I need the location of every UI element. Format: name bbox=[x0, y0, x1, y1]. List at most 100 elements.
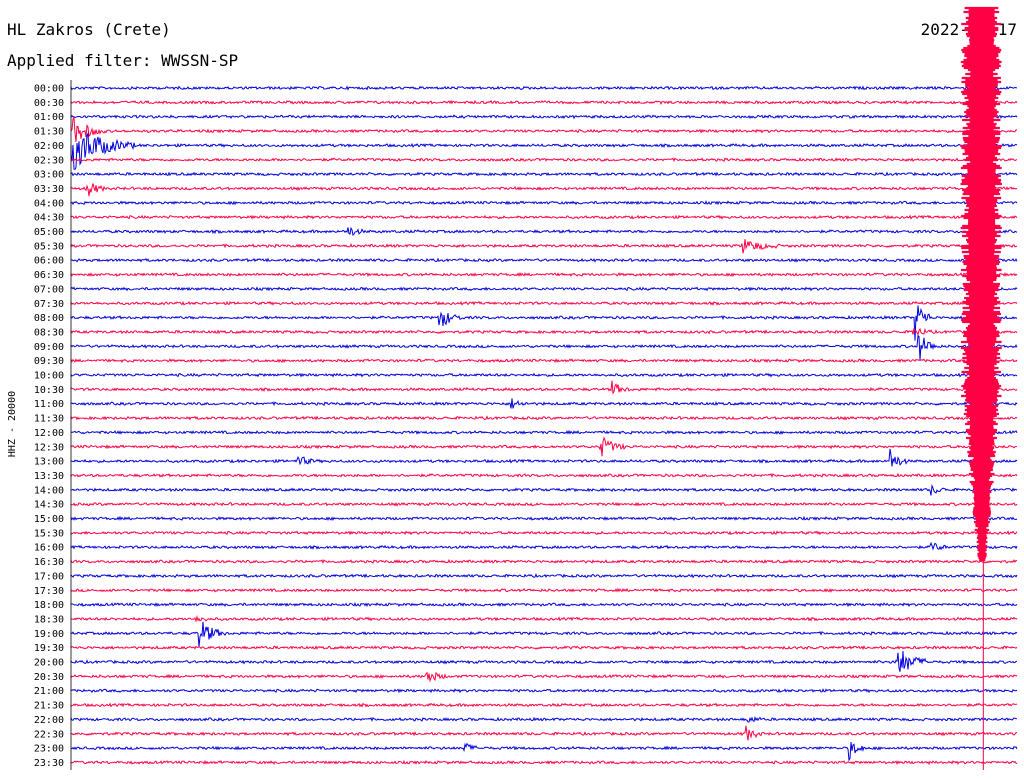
time-label: 22:00 bbox=[34, 715, 64, 726]
trace-row bbox=[70, 132, 1018, 170]
time-label: 09:30 bbox=[34, 356, 64, 367]
trace-row bbox=[70, 380, 1018, 395]
time-label: 18:00 bbox=[34, 600, 64, 611]
trace-row bbox=[70, 257, 1018, 263]
time-label: 15:30 bbox=[34, 528, 64, 539]
time-label: 20:00 bbox=[34, 658, 64, 669]
time-label: 09:00 bbox=[34, 342, 64, 353]
trace-row bbox=[70, 448, 1018, 467]
time-label: 05:00 bbox=[34, 227, 64, 238]
time-label: 20:30 bbox=[34, 672, 64, 683]
trace-row bbox=[70, 99, 1018, 105]
trace-row bbox=[70, 358, 1018, 364]
time-label: 03:30 bbox=[34, 184, 64, 195]
trace-row bbox=[70, 114, 1018, 120]
time-label: 19:30 bbox=[34, 643, 64, 654]
trace-row bbox=[70, 645, 1018, 651]
trace-row bbox=[70, 414, 1018, 421]
time-label: 08:30 bbox=[34, 327, 64, 338]
time-label: 02:00 bbox=[34, 141, 64, 152]
filter-label: Applied filter: WWSSN-SP bbox=[7, 51, 239, 70]
trace-row bbox=[70, 725, 1018, 741]
time-label: 23:00 bbox=[34, 744, 64, 755]
time-label: 04:30 bbox=[34, 213, 64, 224]
trace-row bbox=[70, 116, 1018, 142]
trace-row bbox=[70, 305, 1018, 341]
time-label: 16:30 bbox=[34, 557, 64, 568]
time-label: 21:30 bbox=[34, 701, 64, 712]
time-label: 00:00 bbox=[34, 84, 64, 95]
time-label: 01:00 bbox=[34, 112, 64, 123]
trace-row bbox=[70, 372, 1018, 378]
time-label: 11:00 bbox=[34, 399, 64, 410]
time-label: 06:00 bbox=[34, 256, 64, 267]
trace-row bbox=[70, 541, 1018, 551]
trace-row bbox=[70, 558, 1018, 565]
time-label: 06:30 bbox=[34, 270, 64, 281]
trace-row bbox=[70, 671, 1018, 683]
trace-row bbox=[70, 742, 1018, 762]
trace-row bbox=[70, 515, 1018, 522]
time-label: 13:00 bbox=[34, 457, 64, 468]
trace-row bbox=[70, 716, 1018, 723]
trace-row bbox=[70, 398, 1018, 409]
trace-row bbox=[70, 214, 1018, 220]
time-label: 14:30 bbox=[34, 500, 64, 511]
trace-row bbox=[70, 239, 1018, 254]
time-label: 11:30 bbox=[34, 414, 64, 425]
trace-row bbox=[70, 334, 1018, 361]
trace-row bbox=[70, 85, 1018, 91]
trace-row bbox=[70, 171, 1018, 177]
time-label: 22:30 bbox=[34, 729, 64, 740]
time-label: 04:00 bbox=[34, 198, 64, 209]
time-label: 12:30 bbox=[34, 442, 64, 453]
time-label: 16:00 bbox=[34, 543, 64, 554]
trace-row bbox=[70, 472, 1018, 478]
time-label: 19:00 bbox=[34, 629, 64, 640]
trace-row bbox=[70, 226, 1018, 236]
time-label: 13:30 bbox=[34, 471, 64, 482]
trace-row bbox=[70, 200, 1018, 206]
trace-row bbox=[70, 601, 1018, 608]
trace-row bbox=[70, 183, 1018, 197]
time-label-group: 00:00 00:30 01:00 01:30 02:00 02:30 03:00 03:30… bbox=[34, 84, 64, 769]
trace-row bbox=[70, 429, 1018, 435]
trace-row bbox=[70, 436, 1018, 457]
time-label: 17:30 bbox=[34, 586, 64, 597]
station-title: HL Zakros (Crete) bbox=[7, 20, 171, 39]
time-label: 12:00 bbox=[34, 428, 64, 439]
time-label: 00:30 bbox=[34, 98, 64, 109]
trace-row bbox=[70, 621, 1018, 647]
y-axis-label: HHZ - 20000 bbox=[7, 391, 18, 457]
time-label: 02:30 bbox=[34, 155, 64, 166]
trace-group bbox=[70, 85, 1018, 766]
time-label: 18:30 bbox=[34, 614, 64, 625]
trace-row bbox=[70, 327, 1018, 336]
trace-row bbox=[70, 501, 1018, 507]
trace-row bbox=[70, 688, 1018, 694]
trace-row bbox=[70, 614, 1018, 623]
trace-row bbox=[70, 286, 1018, 292]
trace-row bbox=[70, 650, 1018, 672]
time-label: 05:30 bbox=[34, 241, 64, 252]
trace-row bbox=[70, 530, 1018, 536]
trace-row bbox=[70, 483, 1018, 496]
time-label: 07:00 bbox=[34, 284, 64, 295]
trace-row bbox=[70, 587, 1018, 593]
time-label: 10:00 bbox=[34, 371, 64, 382]
trace-row bbox=[70, 300, 1018, 306]
trace-row bbox=[70, 702, 1018, 708]
time-label: 01:30 bbox=[34, 127, 64, 138]
time-label: 15:00 bbox=[34, 514, 64, 525]
time-label: 14:00 bbox=[34, 485, 64, 496]
time-label: 03:00 bbox=[34, 170, 64, 181]
time-label: 23:30 bbox=[34, 758, 64, 769]
time-label: 21:00 bbox=[34, 686, 64, 697]
trace-row bbox=[70, 759, 1018, 766]
trace-row bbox=[70, 573, 1018, 579]
large-event-trace bbox=[960, 6, 1003, 562]
trace-row bbox=[70, 157, 1018, 163]
time-label: 10:30 bbox=[34, 385, 64, 396]
time-label: 07:30 bbox=[34, 299, 64, 310]
